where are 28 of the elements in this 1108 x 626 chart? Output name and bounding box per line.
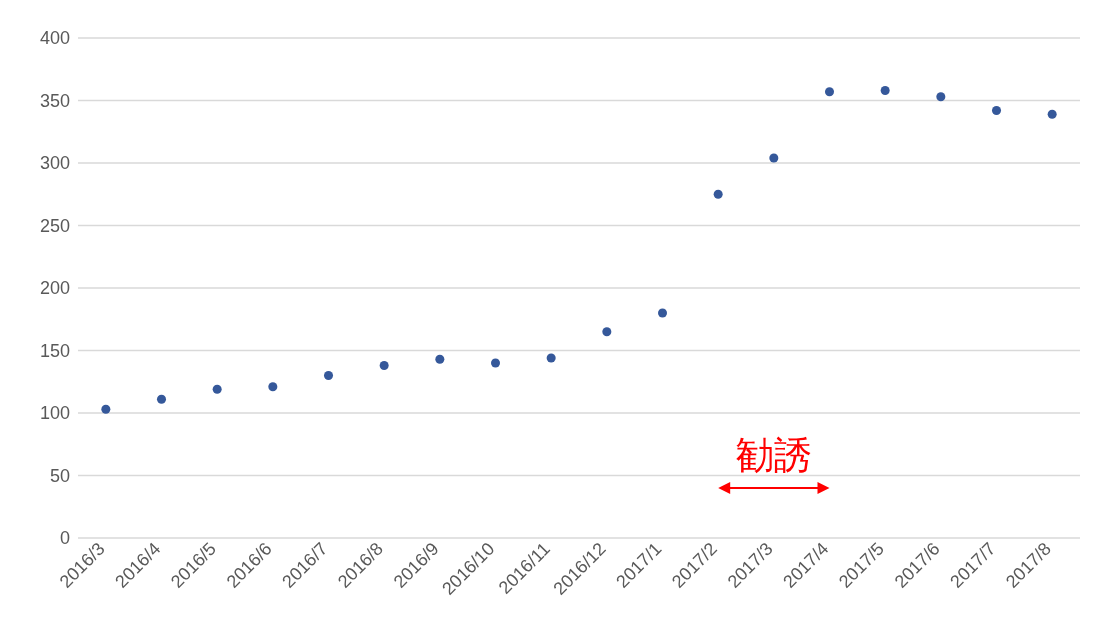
point (657, 308, 668, 318)
y-tick-label: 200 (39, 278, 70, 299)
point (435, 354, 445, 364)
point (268, 382, 278, 392)
y-tick-label: 350 (39, 90, 70, 111)
point (769, 153, 779, 163)
point (936, 92, 946, 102)
y-tick-label: 100 (39, 403, 70, 424)
y-tick-label: 300 (39, 153, 70, 174)
point (156, 394, 167, 404)
point (546, 353, 556, 363)
point (602, 327, 612, 337)
point (713, 189, 723, 199)
point (212, 384, 222, 394)
y-tick-label: 150 (39, 340, 70, 361)
point (1047, 109, 1057, 119)
point (323, 370, 334, 381)
annotation: 勧誘 (735, 433, 812, 477)
point (824, 87, 835, 97)
y-tick-label: 50 (49, 465, 70, 486)
y-tick-label: 0 (59, 528, 70, 549)
point (101, 404, 111, 414)
point (880, 85, 890, 96)
y-tick-label: 250 (39, 215, 70, 236)
point (379, 360, 389, 371)
y-tick-label: 400 (39, 28, 70, 49)
point (991, 105, 1002, 116)
point (490, 358, 501, 368)
